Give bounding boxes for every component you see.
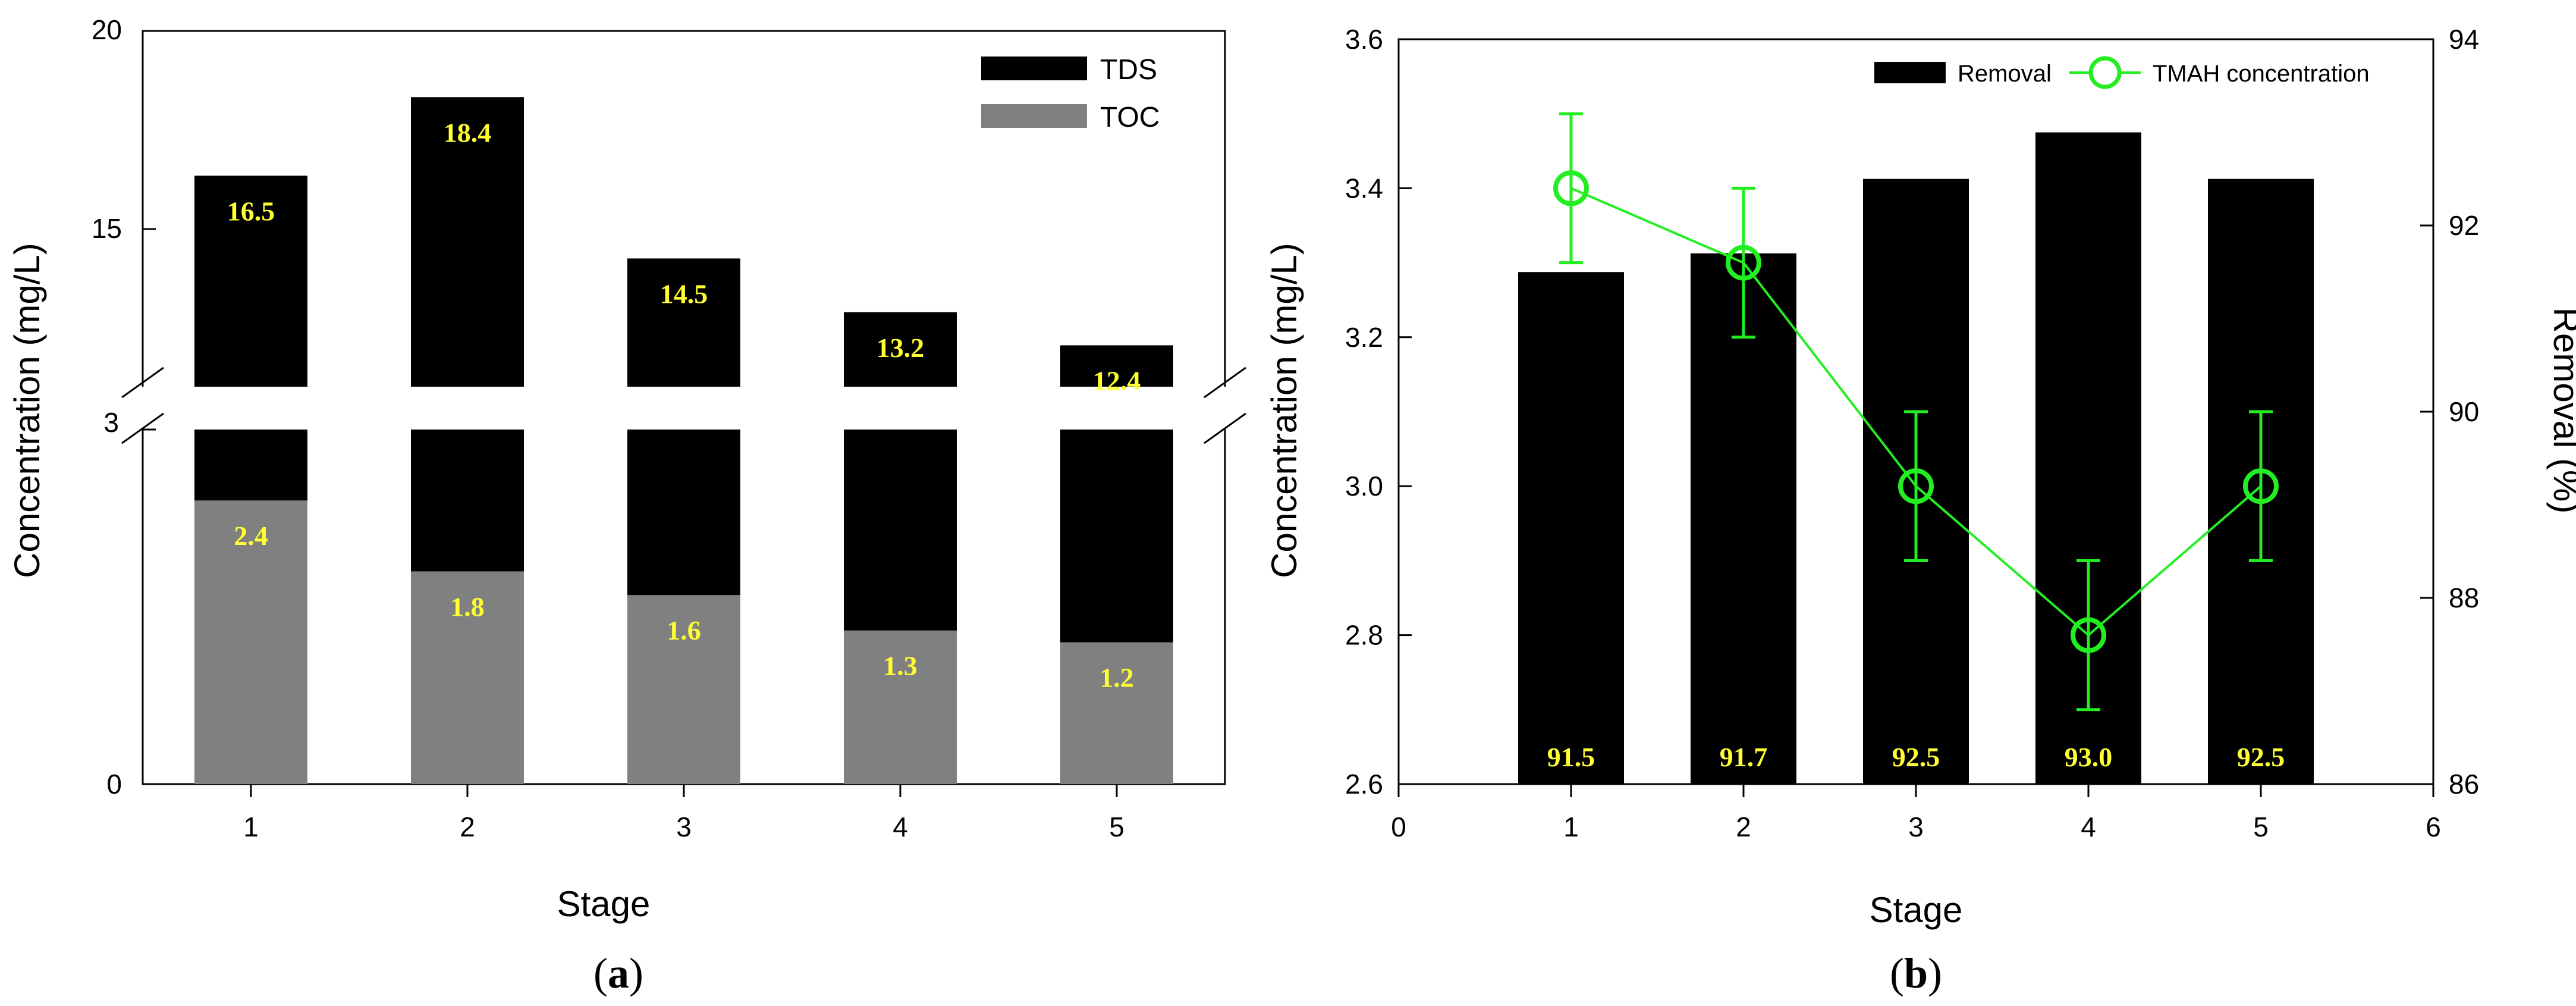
panel-b-xtick-label-6: 6 (2426, 811, 2441, 842)
panel-b-y2tick-label-92: 92 (2449, 210, 2479, 241)
panel-b-bar-removal-1 (1518, 272, 1624, 784)
panel-b-letter: b (1904, 949, 1928, 997)
panel-a-bar-toc-1 (194, 500, 307, 784)
panel-a-xtick-label-4: 4 (893, 811, 908, 842)
panel-b-label: (b) (1890, 949, 1942, 997)
panel-a-letter: a (608, 949, 629, 997)
panel-a-bar-toc-4 (844, 630, 957, 784)
panel-b-legend-swatch-removal (1874, 62, 1946, 83)
panel-a-ytick-label-3: 3 (103, 407, 119, 438)
panel-b-legend-marker-tmah (2088, 56, 2122, 89)
panel-b-legend-label-removal: Removal (1958, 61, 2052, 87)
panel-a-x-axis-title: Stage (557, 884, 651, 924)
panel-b-bar-label-4: 93.0 (2065, 742, 2113, 772)
panel-a-label-toc-4: 1.3 (883, 651, 918, 681)
panel-b-tmah-point-5 (2243, 468, 2279, 504)
panel-b-y2tick-label-94: 94 (2449, 24, 2479, 55)
panel-b-ytick-label-3.4: 3.4 (1345, 173, 1383, 203)
panel-a-bar-tds-upper-3 (627, 258, 740, 387)
panel-a-xtick-label-2: 2 (460, 811, 475, 842)
panel-a-bar-toc-2 (411, 571, 524, 784)
panel-a-bar-tds-upper-1 (194, 175, 307, 387)
panel-b-ytick-label-3.2: 3.2 (1345, 322, 1383, 353)
panel-a-xtick-label-5: 5 (1109, 811, 1124, 842)
panel-b-xtick-label-5: 5 (2253, 811, 2269, 842)
panel-a-legend-swatch-toc (981, 104, 1087, 128)
panel-a-ytick-label-15: 15 (92, 213, 122, 244)
panel-a-xtick-label-1: 1 (243, 811, 259, 842)
panel-b-xtick-label-0: 0 (1391, 811, 1406, 842)
panel-b-ytick-label-3.6: 3.6 (1345, 24, 1383, 55)
panel-a-label-tds-1: 16.5 (227, 196, 275, 226)
panel-a-bar-toc-5 (1060, 642, 1173, 784)
panel-a-label-tds-5: 12.4 (1093, 365, 1141, 396)
panel-b-bar-label-2: 91.7 (1720, 742, 1768, 772)
panel-b-y-axis-title: Concentration (mg/L) (1264, 243, 1304, 578)
panel-b-bar-label-1: 91.5 (1547, 742, 1595, 772)
panel-b-xtick-label-4: 4 (2081, 811, 2096, 842)
panel-b-tmah-point-1 (1553, 170, 1589, 206)
panel-b-bar-label-3: 92.5 (1892, 742, 1940, 772)
panel-a-label-tds-4: 13.2 (877, 333, 925, 363)
panel-a-frame-upper (142, 30, 1226, 387)
panel-a-label-toc-2: 1.8 (450, 591, 485, 622)
panel-a-legend-label-tds: TDS (1100, 54, 1157, 86)
panel-b-y2tick-label-90: 90 (2449, 396, 2479, 427)
panel-b-tmah-point-4 (2071, 617, 2106, 653)
panel-b-bar-removal-2 (1691, 253, 1796, 784)
panel-a-y-axis-title: Concentration (mg/L) (7, 243, 47, 578)
panel-b-bar-label-5: 92.5 (2237, 742, 2285, 772)
panel-b-y2tick-label-86: 86 (2449, 769, 2479, 800)
panel-a-axis-break-left-2 (121, 412, 164, 444)
panel-a-label: (a) (593, 949, 643, 997)
panel-b-legend-label-tmah: TMAH concentration (2153, 61, 2370, 87)
panel-b-tmah-point-3 (1898, 468, 1934, 504)
panel-a-label-tds-2: 18.4 (444, 117, 492, 148)
panel-a-label-toc-5: 1.2 (1099, 663, 1134, 693)
panel-a-xtick-label-3: 3 (676, 811, 692, 842)
panel-a-bar-tds-upper-5 (1060, 345, 1173, 387)
panel-a-chart: 16.52.418.41.814.51.613.21.312.41.2 20 1… (7, 14, 1246, 997)
panel-a-label-tds-3: 14.5 (660, 278, 708, 309)
panel-a-axis-break-left-1 (121, 366, 164, 399)
panel-b-chart: 91.5 91.7 92.5 93.0 92.5 2.62.83.03.23.43.6 … (1264, 24, 2576, 997)
panel-b-x-axis-title: Stage (1870, 890, 1963, 930)
panel-a-legend-label-toc: TOC (1100, 102, 1160, 133)
panel-b-xtick-label-3: 3 (1908, 811, 1924, 842)
panel-b-tmah-line (1570, 187, 2262, 637)
panel-a-bar-tds-upper-2 (411, 97, 524, 387)
panel-b-xtick-label-1: 1 (1563, 811, 1579, 842)
panel-a-label-toc-3: 1.6 (667, 615, 701, 645)
panel-b-y2tick-label-88: 88 (2449, 582, 2479, 613)
panel-a-ytick-label-20: 20 (92, 14, 122, 45)
panel-a-legend-swatch-tds (981, 57, 1087, 80)
panel-b-ytick-label-2.6: 2.6 (1345, 769, 1383, 800)
panel-a-bar-tds-upper-4 (844, 312, 957, 387)
panel-a-axis-break-right-2 (1204, 412, 1246, 444)
panel-a-label-toc-1: 2.4 (234, 521, 268, 551)
panel-b-tmah-point-2 (1726, 245, 1761, 281)
panel-b-ytick-label-2.8: 2.8 (1345, 620, 1383, 651)
panel-b-ytick-label-3.0: 3.0 (1345, 471, 1383, 502)
panel-b-y2-axis-title: Removal (%) (2546, 308, 2576, 514)
panel-a-ytick-label-0: 0 (106, 769, 122, 800)
panel-a-axis-break-right-1 (1204, 366, 1246, 399)
panel-a-bar-toc-3 (627, 595, 740, 784)
panel-b-xtick-label-2: 2 (1736, 811, 1751, 842)
